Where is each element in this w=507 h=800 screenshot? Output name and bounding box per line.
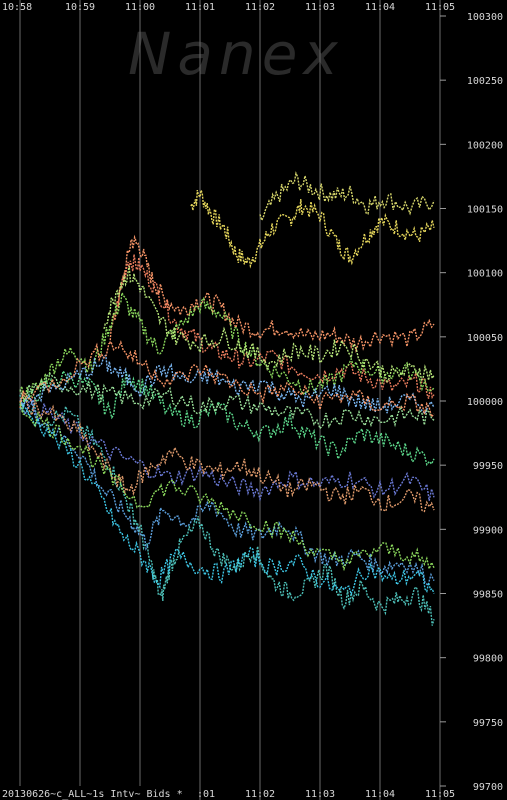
- x-tick-top: 10:59: [65, 2, 95, 13]
- series-line-8: [19, 397, 435, 502]
- series-line-10: [103, 265, 435, 383]
- y-tick-label: 100300: [467, 12, 503, 23]
- y-tick-label: 100100: [467, 269, 503, 280]
- y-tick-label: 99850: [473, 590, 503, 601]
- y-tick-label: 100000: [467, 397, 503, 408]
- series-line-3: [115, 254, 435, 400]
- footer-label: 20130626~c_ALL~1s Intv~ Bids *: [2, 789, 183, 800]
- series-line-11: [19, 402, 435, 597]
- x-tick-bottom: 11:04: [365, 789, 395, 800]
- watermark: Nanex: [128, 20, 344, 88]
- y-tick-label: 99900: [473, 525, 503, 536]
- x-tick-bottom: 11:05: [425, 789, 455, 800]
- series-line-1: [259, 171, 435, 223]
- x-tick-top: 11:01: [185, 2, 215, 13]
- x-tick-top: 11:05: [425, 2, 455, 13]
- y-tick-label: 100050: [467, 333, 503, 344]
- series-layer: [19, 171, 435, 626]
- series-line-9: [19, 373, 435, 430]
- y-tick-label: 99800: [473, 654, 503, 665]
- y-tick-label: 100200: [467, 140, 503, 151]
- series-line-13: [19, 354, 435, 415]
- x-tick-bottom: 11:02: [245, 789, 275, 800]
- y-tick-label: 99950: [473, 461, 503, 472]
- series-line-14: [19, 401, 435, 572]
- x-tick-bottom: 11:01: [185, 789, 215, 800]
- x-tick-top: 11:04: [365, 2, 395, 13]
- y-tick-label: 100250: [467, 76, 503, 87]
- series-line-4: [19, 290, 435, 403]
- x-tick-bottom: 11:03: [305, 789, 335, 800]
- series-line-5: [19, 369, 435, 467]
- series-line-15: [19, 340, 435, 419]
- y-tick-label: 99700: [473, 782, 503, 793]
- x-tick-top: 10:58: [2, 2, 32, 13]
- series-line-12: [19, 391, 435, 513]
- y-axis: 100300 100250 100200 100150 100100 100050 1000…: [440, 12, 503, 793]
- x-tick-top: 11:02: [245, 2, 275, 13]
- x-axis-top: 10:58 10:59 11:00 11:01 11:02 11:03 11:04 11:05: [2, 2, 455, 13]
- footer-background: [0, 786, 197, 800]
- y-tick-label: 100150: [467, 205, 503, 216]
- series-line-0: [190, 189, 435, 269]
- x-tick-top: 11:03: [305, 2, 335, 13]
- x-axis-bottom: 11:01 11:02 11:03 11:04 11:05: [185, 789, 455, 800]
- y-tick-label: 99750: [473, 718, 503, 729]
- grid-lines: [19, 0, 441, 800]
- x-tick-top: 11:00: [125, 2, 155, 13]
